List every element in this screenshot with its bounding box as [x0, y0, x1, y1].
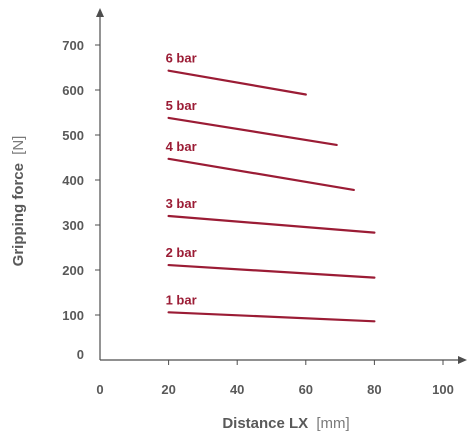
y-tick-label: 700: [62, 38, 84, 53]
series-labels: 1 bar 2 bar 3 bar 4 bar 5 bar 6 bar: [166, 51, 197, 308]
x-tick-label: 0: [96, 382, 103, 397]
y-tick-label: 500: [62, 128, 84, 143]
y-axis-title: Gripping force [N]: [10, 136, 27, 267]
y-tick-label: 200: [62, 263, 84, 278]
y-tick-label: 300: [62, 218, 84, 233]
y-tick-label: 100: [62, 308, 84, 323]
series-label-4: 4 bar: [166, 139, 197, 154]
x-tick-label: 20: [161, 382, 175, 397]
series-lines: [167, 69, 376, 323]
x-tick-label: 80: [367, 382, 381, 397]
ticks: 0 20 40 60 80 100 0 100 200 300 400 500 600 700: [62, 38, 454, 397]
series-line-5: [167, 116, 338, 146]
series-line-6: [167, 69, 307, 96]
x-tick-label: 60: [299, 382, 313, 397]
y-tick-label: 0: [77, 347, 84, 362]
series-line-4: [167, 157, 355, 191]
series-line-1: [167, 311, 376, 323]
series-line-3: [167, 214, 376, 234]
x-tick-label: 100: [432, 382, 454, 397]
series-label-6: 6 bar: [166, 51, 197, 66]
x-axis-title: Distance LX [mm]: [222, 415, 349, 432]
series-label-3: 3 bar: [166, 196, 197, 211]
axes: [96, 8, 467, 364]
y-axis-arrow-icon: [96, 8, 104, 17]
series-label-5: 5 bar: [166, 98, 197, 113]
series-line-2: [167, 263, 376, 279]
x-axis-arrow-icon: [458, 356, 467, 364]
y-tick-label: 600: [62, 83, 84, 98]
series-label-1: 1 bar: [166, 292, 197, 307]
y-tick-label: 400: [62, 173, 84, 188]
x-tick-label: 40: [230, 382, 244, 397]
series-label-2: 2 bar: [166, 245, 197, 260]
